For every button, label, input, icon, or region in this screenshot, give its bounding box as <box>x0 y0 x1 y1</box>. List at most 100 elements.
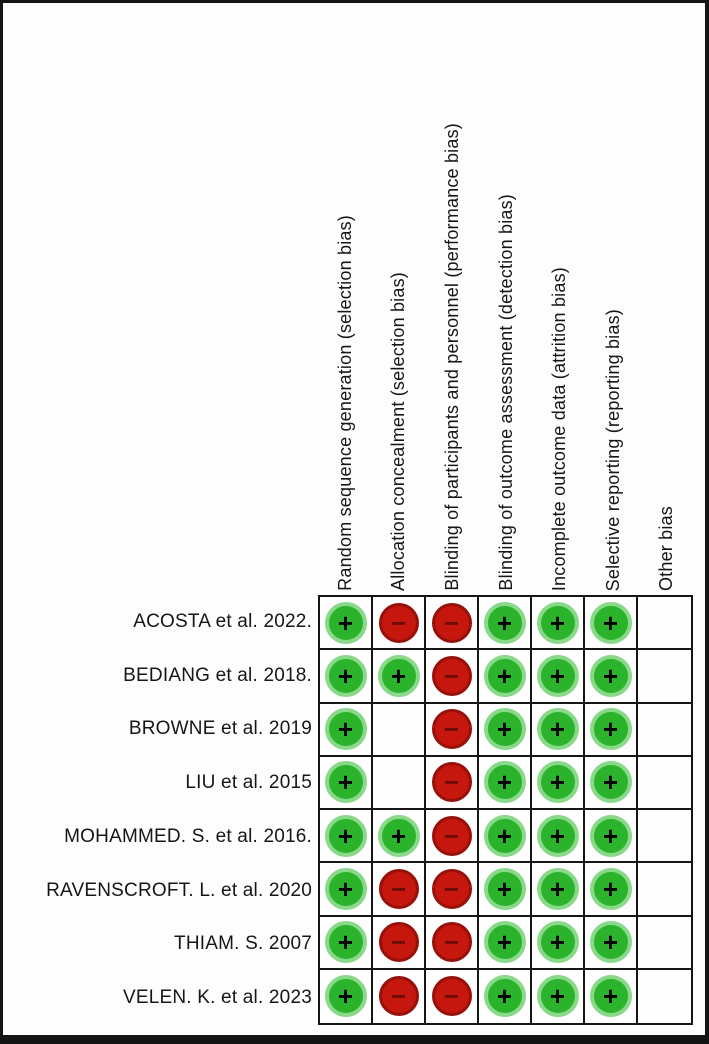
judgement-cell <box>638 917 691 970</box>
study-label-browne: BROWNE et al. 2019 <box>128 718 312 740</box>
high-risk-mark: − <box>431 922 472 963</box>
low-risk-mark: + <box>589 814 632 857</box>
judgement-cell: + <box>532 969 585 1023</box>
judgement-cell: + <box>373 650 426 704</box>
low-risk-mark: + <box>324 601 367 644</box>
judgement-cell: − <box>373 863 426 917</box>
judgement-cell: + <box>532 863 585 917</box>
low-risk-mark: + <box>483 975 526 1018</box>
judgement-cell: + <box>320 863 373 917</box>
low-risk-mark: + <box>536 814 579 857</box>
judgement-cell: + <box>532 916 585 970</box>
low-risk-mark: + <box>483 708 526 751</box>
low-risk-mark: + <box>536 601 579 644</box>
judgement-cell: + <box>373 810 426 864</box>
judgement-cell <box>638 810 691 864</box>
judgement-cell: + <box>320 756 373 810</box>
high-risk-mark: − <box>378 602 419 643</box>
low-risk-mark: + <box>377 814 420 857</box>
low-risk-mark: + <box>536 761 579 804</box>
low-risk-mark: + <box>536 708 579 751</box>
judgement-cell: − <box>373 597 426 651</box>
low-risk-mark: + <box>324 814 367 857</box>
low-risk-mark: + <box>377 654 420 697</box>
low-risk-mark: + <box>483 921 526 964</box>
judgement-cell: + <box>532 650 585 704</box>
low-risk-mark: + <box>589 761 632 804</box>
low-risk-mark: + <box>536 975 579 1018</box>
judgement-cell: + <box>479 650 532 704</box>
column-header-blinding-outcome: Blinding of outcome assessment (detectio… <box>495 194 516 591</box>
low-risk-mark: + <box>536 654 579 697</box>
low-risk-mark: + <box>589 654 632 697</box>
judgement-cell: + <box>585 969 638 1023</box>
column-header-other-bias: Other bias <box>656 505 677 591</box>
judgement-cell: + <box>585 597 638 651</box>
judgement-cell: − <box>426 650 479 704</box>
judgement-cell: + <box>532 756 585 810</box>
judgement-cell: + <box>479 756 532 810</box>
judgement-cell <box>373 756 426 810</box>
judgement-cell: + <box>479 916 532 970</box>
column-header-selective-reporting: Selective reporting (reporting bias) <box>602 308 623 591</box>
judgement-cell: + <box>320 810 373 864</box>
low-risk-mark: + <box>589 867 632 910</box>
low-risk-mark: + <box>483 601 526 644</box>
judgement-cell: + <box>532 597 585 651</box>
judgement-cell: + <box>479 863 532 917</box>
study-labels: ACOSTA et al. 2022. BEDIANG et al. 2018.… <box>3 595 312 1025</box>
column-header-cell: Other bias <box>639 23 693 591</box>
high-risk-mark: − <box>431 976 472 1017</box>
low-risk-mark: + <box>483 867 526 910</box>
high-risk-mark: − <box>431 815 472 856</box>
judgement-cell: + <box>585 703 638 757</box>
column-header-cell: Incomplete outcome data (attrition bias) <box>532 23 586 591</box>
low-risk-mark: + <box>324 867 367 910</box>
judgement-cell: + <box>320 969 373 1023</box>
high-risk-mark: − <box>431 655 472 696</box>
study-label-acosta: ACOSTA et al. 2022. <box>133 610 312 632</box>
study-label-velen: VELEN. K. et al. 2023 <box>122 987 312 1009</box>
low-risk-mark: + <box>483 654 526 697</box>
low-risk-mark: + <box>589 601 632 644</box>
judgement-cell: − <box>426 597 479 651</box>
judgement-cell: + <box>532 703 585 757</box>
low-risk-mark: + <box>324 654 367 697</box>
judgement-cell: + <box>585 863 638 917</box>
column-headers: Random sequence generation (selection bi… <box>318 23 693 591</box>
high-risk-mark: − <box>431 602 472 643</box>
judgement-cell <box>638 704 691 757</box>
judgement-cell <box>638 597 691 651</box>
judgement-cell <box>638 863 691 917</box>
low-risk-mark: + <box>324 708 367 751</box>
judgement-cell: + <box>585 916 638 970</box>
study-label-ravenscroft: RAVENSCROFT. L. et al. 2020 <box>46 879 312 901</box>
study-label-liu: LIU et al. 2015 <box>185 772 312 794</box>
low-risk-mark: + <box>536 921 579 964</box>
low-risk-mark: + <box>324 761 367 804</box>
low-risk-mark: + <box>589 708 632 751</box>
low-risk-mark: + <box>536 867 579 910</box>
high-risk-mark: − <box>431 709 472 750</box>
judgement-cell: + <box>532 810 585 864</box>
judgement-cell <box>373 703 426 757</box>
judgement-cell: + <box>320 597 373 651</box>
column-header-blinding-participants: Blinding of participants and personnel (… <box>441 123 462 591</box>
judgement-cell: + <box>479 810 532 864</box>
judgement-grid: + − − + + + + + − + + + + − + + + + − + + + + + − + + + + − − + + + + − − + + +… <box>318 595 693 1025</box>
high-risk-mark: − <box>378 922 419 963</box>
judgement-cell: − <box>426 863 479 917</box>
judgement-cell: − <box>373 916 426 970</box>
column-header-cell: Selective reporting (reporting bias) <box>586 23 640 591</box>
study-label-bediang: BEDIANG et al. 2018. <box>123 664 312 686</box>
low-risk-mark: + <box>324 921 367 964</box>
low-risk-mark: + <box>483 814 526 857</box>
judgement-cell: + <box>320 650 373 704</box>
judgement-cell <box>638 970 691 1023</box>
judgement-cell: + <box>479 597 532 651</box>
column-header-incomplete-outcome: Incomplete outcome data (attrition bias) <box>549 266 570 591</box>
column-header-cell: Blinding of participants and personnel (… <box>425 23 479 591</box>
judgement-cell: − <box>373 969 426 1023</box>
low-risk-mark: + <box>324 975 367 1018</box>
